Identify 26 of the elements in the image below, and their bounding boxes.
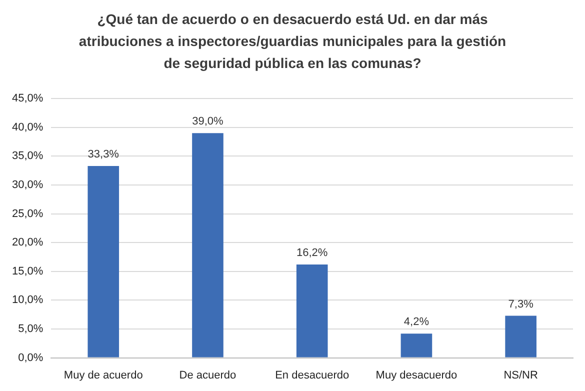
- data-label: 4,2%: [404, 316, 430, 328]
- data-label: 33,3%: [88, 148, 120, 161]
- x-tick-label: En desacuerdo: [275, 369, 350, 382]
- data-label: 7,3%: [508, 298, 534, 310]
- x-tick-label: Muy de acuerdo: [64, 369, 143, 382]
- y-tick-label: 35,0%: [12, 150, 44, 162]
- bar: [505, 316, 536, 358]
- y-tick-label: 45,0%: [12, 92, 44, 105]
- y-tick-label: 30,0%: [12, 179, 44, 192]
- bar: [296, 264, 328, 358]
- y-tick-label: 5,0%: [18, 323, 44, 336]
- y-tick-label: 15,0%: [12, 265, 44, 278]
- x-tick-label: De acuerdo: [179, 369, 236, 382]
- chart-title: ¿Qué tan de acuerdo o en desacuerdo está Ud. en dar más atribuciones a inspectores/guardias municipales para la gestión de seguridad pública en las comunas?: [78, 10, 508, 73]
- x-tick-label: Muy desacuerdo: [376, 369, 458, 382]
- y-tick-label: 10,0%: [12, 294, 44, 306]
- bar: [88, 166, 120, 358]
- y-tick-label: 0,0%: [18, 352, 44, 364]
- data-label: 16,2%: [296, 247, 328, 260]
- bar: [192, 133, 224, 358]
- y-tick-label: 40,0%: [12, 121, 44, 134]
- y-tick-label: 20,0%: [12, 236, 44, 249]
- bar: [400, 334, 432, 358]
- data-label: 39,0%: [192, 116, 224, 128]
- x-tick-label: NS/NR: [504, 369, 538, 382]
- y-tick-label: 25,0%: [12, 208, 44, 220]
